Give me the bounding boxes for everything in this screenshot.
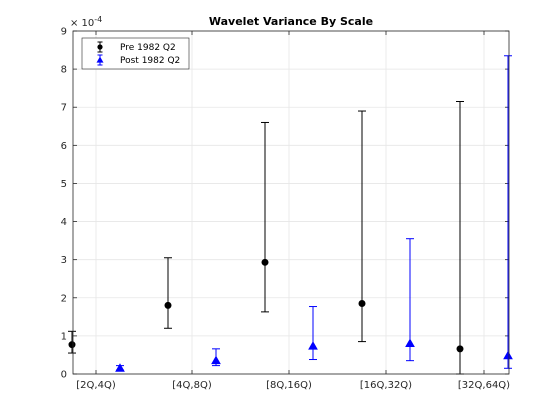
x-tick-label: [8Q,16Q) (266, 380, 312, 391)
plot-area (73, 31, 509, 374)
y-tick-label: 6 (61, 141, 67, 152)
axis-ticks: 0 1 2 3 4 5 6 7 8 9 [2Q,4Q) [4Q,8Q) [8Q,16Q) [16Q,32Q… (61, 27, 511, 392)
y-tick-label: 1 (61, 331, 67, 342)
legend-marker (96, 56, 104, 63)
plot-frame (72, 30, 510, 375)
x-tick-label: [16Q,32Q) (360, 380, 412, 391)
y-tick-label: 4 (61, 217, 67, 228)
y-exponent-label: × 10-4 (70, 15, 102, 29)
y-tick-label: 5 (61, 179, 67, 190)
legend-entry: Post 1982 Q2 (96, 54, 180, 66)
legend-label: Pre 1982 Q2 (120, 43, 176, 53)
data-point (164, 301, 172, 309)
legend-label: Post 1982 Q2 (120, 56, 180, 66)
series-post-1982-q2 (115, 55, 513, 372)
y-tick-label: 0 (61, 370, 67, 381)
y-tick-label: 9 (61, 27, 67, 38)
data-point (358, 299, 366, 307)
data-point (405, 338, 415, 348)
series-pre-1982-q2 (68, 101, 464, 375)
y-tick-label: 2 (61, 293, 67, 304)
legend-marker (97, 44, 103, 50)
legend: Pre 1982 Q2 Post 1982 Q2 (81, 37, 190, 70)
data-point (456, 345, 464, 353)
legend-entry: Pre 1982 Q2 (97, 41, 176, 53)
chart-title: Wavelet Variance By Scale (209, 15, 373, 28)
data-point (261, 258, 269, 266)
y-exponent-power: -4 (94, 15, 102, 24)
data-point (503, 350, 513, 360)
y-exponent-base: × 10 (70, 18, 94, 29)
y-tick-label: 8 (61, 65, 67, 76)
y-tick-label: 3 (61, 255, 67, 266)
y-tick-label: 7 (61, 103, 67, 114)
data-series (68, 55, 513, 375)
x-tick-label: [4Q,8Q) (172, 380, 212, 391)
data-point (308, 341, 318, 350)
x-tick-label: [32Q,64Q) (458, 380, 510, 391)
data-point (211, 355, 221, 365)
data-point (115, 363, 125, 372)
x-tick-label: [2Q,4Q) (76, 380, 116, 391)
data-point (68, 341, 76, 349)
